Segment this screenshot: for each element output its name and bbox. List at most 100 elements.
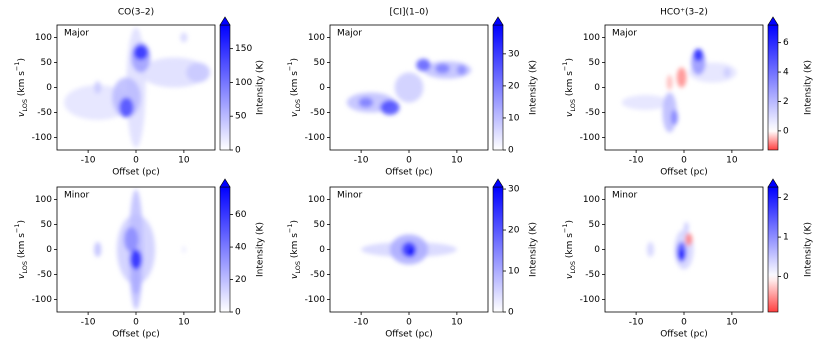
emission-blob [124,227,139,252]
y-label-part: (km s [565,71,575,99]
colorbar-tick-label: 150 [235,44,252,54]
intensity-map [621,48,737,133]
colorbar-tick-label: 1 [783,233,789,243]
emission-blob [678,249,685,260]
y-tick-label: 0 [46,245,52,255]
emission-blob [358,97,374,108]
x-tick-label: 0 [681,318,687,328]
emission-blob [94,242,102,257]
colorbar-extend [492,178,504,188]
panel: HCO⁺(3–2)Major-10 0 10-100-50050100Offset … [561,8,814,178]
x-tick-label: 0 [133,156,139,166]
colorbar-tick-label: 0 [783,272,789,282]
colorbar-label: Intensity (K) [804,222,814,277]
y-tick-label: 0 [594,245,600,255]
colorbar-tick-label: 0 [508,308,514,318]
colorbar-label: Intensity (K) [256,60,266,115]
colorbar-tick-label: 2 [783,97,789,107]
emission-blob [130,249,142,270]
x-tick-label: -10 [354,318,369,328]
colorbar-tick-label: 2 [783,193,789,203]
y-label-part: LOS [569,99,577,112]
x-tick-label: 10 [451,156,463,166]
emission-blob [394,72,424,103]
y-label-part: (km s [290,233,300,261]
colorbar-tick-label: 10 [508,267,520,277]
y-tick-label: 100 [583,33,600,43]
y-tick-label: 100 [583,195,600,205]
y-tick-label: 100 [35,195,52,205]
y-tick-label: 50 [41,58,53,68]
intensity-map [346,58,472,115]
emission-blob [180,32,188,43]
x-axis-label: Offset (pc) [385,330,433,340]
y-label-part: ) [565,220,575,224]
intensity-map [646,222,694,270]
emission-blob [407,247,415,257]
y-tick-label: 100 [308,195,325,205]
colorbar-tick-label: 0 [508,146,514,156]
colorbar-tick-label: 20 [508,226,520,236]
colorbar-tick-label: 6 [783,38,789,48]
emission-blob [416,58,431,72]
x-tick-label: 10 [726,318,738,328]
panel: [CI](1–0)Major-10 0 10-100-50050100Offset … [286,8,539,178]
colorbar-tick-label: 20 [508,81,520,91]
emission-blob [685,233,693,246]
colorbar-tick-label: 30 [508,49,520,59]
colorbar-tick-label: 40 [235,243,247,253]
colorbar [767,24,779,151]
y-label-part: v [565,273,575,279]
emission-blob [456,65,467,75]
panel-tag: Major [337,29,362,39]
y-tick-label: 100 [308,33,325,43]
emission-blob [435,63,450,74]
y-label-part: −1 [13,224,21,234]
y-label-part: LOS [294,99,302,112]
y-label-part: LOS [569,261,577,274]
x-axis-label: Offset (pc) [385,168,433,178]
y-label-part: LOS [21,261,29,274]
panel-title: [CI](1–0) [390,8,429,18]
y-tick-label: 100 [35,33,52,43]
y-label-part: ) [565,58,575,62]
y-tick-label: -50 [310,270,325,280]
colorbar-extend [219,178,231,188]
emission-blob [131,264,141,295]
y-label-part: ) [290,58,300,62]
y-label-part: ) [290,220,300,224]
x-tick-label: -10 [629,156,644,166]
colorbar [492,24,504,151]
emission-blob [676,67,687,88]
colorbar-tick-label: 0 [235,308,241,318]
y-label-part: (km s [565,233,575,261]
y-tick-label: 50 [314,58,326,68]
y-tick-label: 0 [46,83,52,93]
x-tick-label: 10 [451,318,463,328]
panel-title: HCO⁺(3–2) [660,8,708,18]
y-tick-label: -100 [580,295,601,305]
intensity-map [94,189,186,310]
colorbar-label: Intensity (K) [529,60,539,115]
panel-tag: Major [612,29,637,39]
colorbar-tick-label: 4 [783,68,789,78]
emission-blob [670,110,679,125]
intensity-map [361,234,457,265]
y-label-part: −1 [561,62,569,72]
colorbar-extend [767,16,779,26]
colorbar [219,24,231,151]
panel-tag: Minor [64,191,89,201]
panel-tag: Major [64,29,89,39]
y-tick-label: 50 [589,58,601,68]
y-tick-label: -100 [305,295,326,305]
emission-blob [723,67,731,78]
emission-blob [119,97,134,118]
emission-blob [646,242,655,257]
y-tick-label: 50 [314,220,326,230]
colorbar-tick-label: 0 [783,126,789,136]
y-tick-label: -50 [37,270,52,280]
y-axis-label: vLOS (km s−1) [286,58,302,117]
y-tick-label: -100 [580,133,601,143]
